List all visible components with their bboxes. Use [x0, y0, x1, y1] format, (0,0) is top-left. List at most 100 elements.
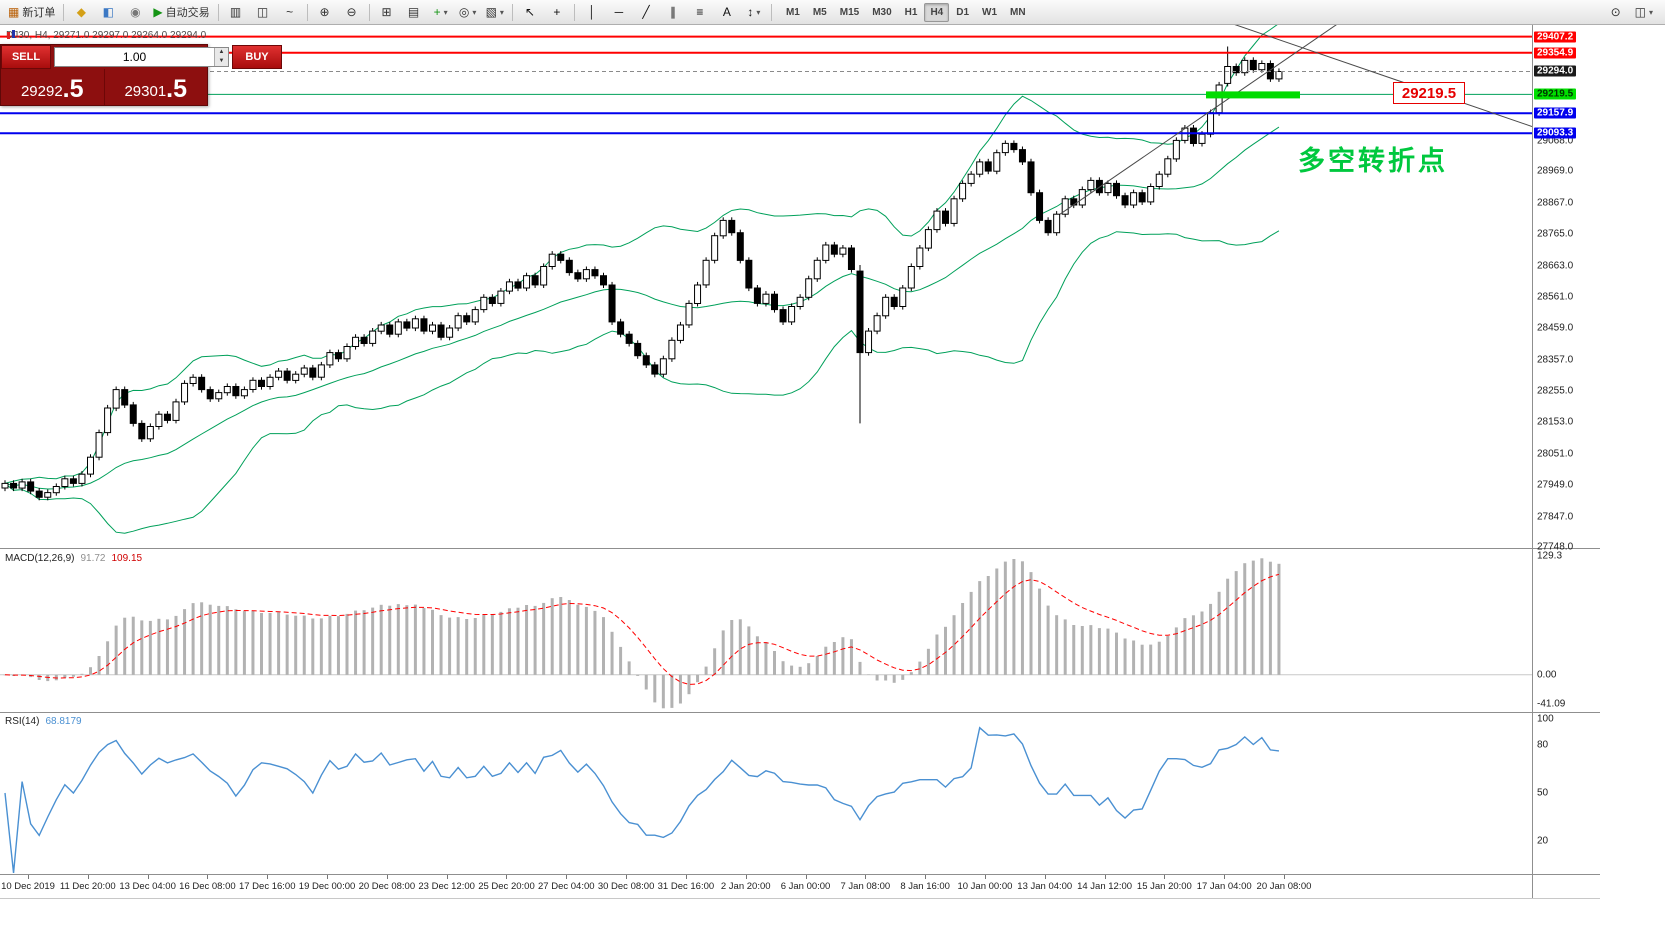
rsi-panel[interactable]: [0, 713, 1532, 873]
sell-button[interactable]: SELL: [1, 45, 51, 69]
timeframe-mn[interactable]: MN: [1010, 6, 1026, 18]
auto-arrange-icon: ▤: [407, 5, 420, 19]
volume-decrease-button[interactable]: ▼: [215, 57, 228, 66]
cursor-button[interactable]: ↖: [517, 1, 543, 23]
time-label: 19 Dec 00:00: [298, 881, 356, 892]
autotrading-button[interactable]: ▶ 自动交易: [149, 1, 213, 23]
channel-icon: ∥: [669, 5, 676, 19]
time-label: 31 Dec 16:00: [657, 881, 715, 892]
channel-button[interactable]: ∥: [660, 1, 686, 23]
time-label: 2 Jan 20:00: [720, 881, 771, 892]
zoom-out-button[interactable]: ⊖: [339, 1, 365, 23]
price-tick: 28867.0: [1537, 197, 1574, 209]
panel-divider[interactable]: [0, 548, 1600, 549]
timeframe-m5[interactable]: M5: [812, 6, 827, 18]
time-label: 15 Jan 20:00: [1136, 881, 1192, 892]
time-tick: [147, 875, 149, 879]
timeframe-m1[interactable]: M1: [785, 6, 800, 18]
time-tick: [1104, 875, 1106, 879]
price-chip-29219.5: 29219.5: [1534, 88, 1577, 100]
auto-arrange-button[interactable]: ▤: [401, 1, 427, 23]
chart-candle-button[interactable]: ◫: [250, 1, 276, 23]
vertical-line-button[interactable]: │: [579, 1, 605, 23]
trendline-1[interactable]: [1059, 25, 1345, 215]
time-tick: [207, 875, 209, 879]
chart-bar-button[interactable]: ▥: [223, 1, 249, 23]
price-tick: 27949.0: [1537, 479, 1574, 491]
time-label: 13 Dec 04:00: [119, 881, 176, 892]
tile-windows-button[interactable]: ⊞: [374, 1, 400, 23]
search-button[interactable]: ⊙: [1603, 1, 1629, 23]
layouts-button[interactable]: ◫ ▾: [1631, 1, 1657, 23]
toolbar-separator: [306, 3, 308, 21]
time-label: 27 Dec 04:00: [538, 881, 595, 892]
timeframe-w1[interactable]: W1: [982, 6, 998, 18]
panel-divider: [0, 874, 1600, 875]
price-chip-29093.3: 29093.3: [1534, 127, 1577, 139]
time-tick: [1164, 875, 1166, 879]
one-click-trading-panel: SELL ▲ ▼ BUY 29292.5 29301.5: [0, 44, 282, 106]
macd-name: MACD(12,26,9): [5, 553, 75, 564]
buy-price[interactable]: 29301.5: [105, 69, 208, 105]
profiles-button[interactable]: ◎ ▾: [455, 1, 481, 23]
chart-shot-button[interactable]: ▧ ▾: [482, 1, 508, 23]
new-order-button[interactable]: ▦ 新订单: [4, 1, 59, 23]
volume-input[interactable]: [55, 48, 214, 66]
time-label: 6 Jan 00:00: [780, 881, 831, 892]
crosshair-icon: +: [553, 5, 561, 19]
chart-line-button[interactable]: ~: [277, 1, 303, 23]
arrows-button[interactable]: ↕ ▾: [741, 1, 767, 23]
chevron-down-icon: ▾: [1648, 7, 1653, 17]
zoom-out-icon: ⊖: [346, 5, 357, 19]
macd-panel[interactable]: [0, 549, 1532, 711]
trendline-button[interactable]: ╱: [633, 1, 659, 23]
turning-point-annotation[interactable]: 多空转折点: [1298, 146, 1448, 176]
price-tick: 28357.0: [1537, 354, 1574, 366]
time-label: 16 Dec 08:00: [179, 881, 236, 892]
main-chart[interactable]: [0, 25, 1532, 548]
toolbar-separator: [217, 3, 219, 21]
horizontal-line-button[interactable]: ─: [606, 1, 632, 23]
support-highlight-bar[interactable]: [1206, 91, 1300, 99]
rsi-value: 68.8179: [45, 716, 82, 727]
buy-button[interactable]: BUY: [232, 45, 282, 69]
price-tick: 27847.0: [1537, 511, 1574, 523]
price-chip-29407.2: 29407.2: [1534, 31, 1577, 43]
time-label: 17 Jan 04:00: [1196, 881, 1252, 892]
panel-divider[interactable]: [0, 712, 1600, 713]
timeframe-h4[interactable]: H4: [924, 2, 950, 22]
timeframe-m15[interactable]: M15: [839, 6, 860, 18]
volume-increase-button[interactable]: ▲: [215, 48, 228, 57]
data-window-button[interactable]: ◧: [95, 1, 121, 23]
toolbar-separator: [511, 3, 513, 21]
market-watch-button[interactable]: ◆: [68, 1, 94, 23]
time-label: 8 Jan 16:00: [900, 881, 950, 892]
time-tick: [386, 875, 388, 879]
new-chart-button[interactable]: + ▾: [428, 1, 454, 23]
navigator-button[interactable]: ◉: [122, 1, 148, 23]
time-label: 13 Jan 04:00: [1017, 881, 1073, 892]
trendline-2[interactable]: [1218, 25, 1532, 127]
time-tick: [28, 875, 29, 879]
fibonacci-button[interactable]: ≡: [687, 1, 713, 23]
time-label: 10 Dec 2019: [1, 881, 55, 892]
timeframe-d1[interactable]: D1: [956, 6, 970, 18]
chevron-down-icon: ▾: [472, 7, 477, 17]
candlestick-icon: [7, 30, 15, 39]
sell-price[interactable]: 29292.5: [1, 69, 105, 105]
price-chip-29157.9: 29157.9: [1534, 107, 1577, 119]
volume-box: ▲ ▼: [54, 47, 229, 67]
time-tick: [745, 875, 747, 879]
price-tick: 28255.0: [1537, 385, 1574, 397]
timeframe-h1[interactable]: H1: [904, 6, 918, 18]
sell-price-frac: .5: [62, 75, 84, 103]
price-chip-29294.0: 29294.0: [1534, 65, 1577, 77]
timeframe-m30[interactable]: M30: [872, 6, 892, 18]
toolbar: ▦ 新订单 ◆ ◧ ◉ ▶ 自动交易 ▥ ◫ ~ ⊕ ⊖ ⊞ ▤ + ▾ ◎ ▾ ▧ ▾ ↖ + │ ─ ╱ ∥ ≡ A ↕ ▾ M1 M5 M…: [0, 0, 1665, 25]
price-callout-label[interactable]: 29219.5: [1393, 82, 1465, 104]
macd-label: MACD(12,26,9) 91.72 109.15: [5, 553, 142, 564]
text-button[interactable]: A: [714, 1, 740, 23]
price-tick: 29068.0: [1537, 135, 1574, 147]
crosshair-button[interactable]: +: [544, 1, 570, 23]
zoom-in-button[interactable]: ⊕: [312, 1, 338, 23]
